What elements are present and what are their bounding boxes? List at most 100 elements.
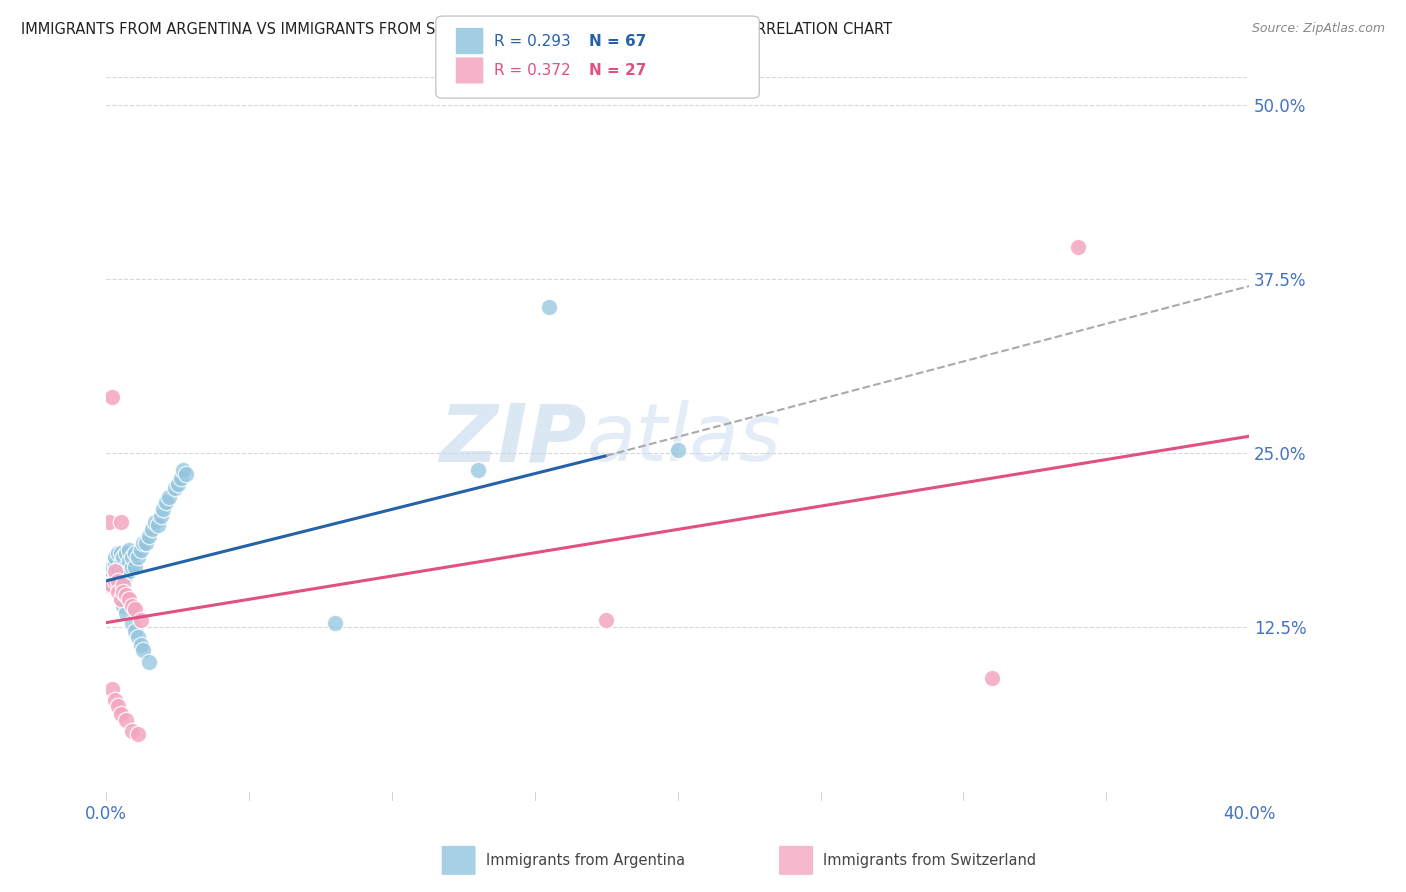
Point bbox=[323, 615, 346, 630]
Point bbox=[595, 613, 617, 627]
Point bbox=[110, 591, 132, 606]
Text: Immigrants from Switzerland: Immigrants from Switzerland bbox=[823, 853, 1036, 868]
Point bbox=[124, 624, 146, 638]
Point bbox=[129, 638, 152, 652]
Text: R = 0.293: R = 0.293 bbox=[494, 34, 571, 48]
Point bbox=[121, 599, 143, 613]
Point bbox=[166, 476, 188, 491]
Point bbox=[138, 529, 160, 543]
Point bbox=[110, 558, 132, 572]
Point bbox=[143, 516, 166, 530]
Point bbox=[115, 560, 138, 574]
Point bbox=[110, 591, 132, 606]
Point bbox=[104, 564, 127, 578]
Point bbox=[152, 501, 174, 516]
Text: N = 67: N = 67 bbox=[589, 34, 647, 48]
Point bbox=[121, 560, 143, 574]
Point bbox=[107, 564, 129, 578]
Point bbox=[124, 560, 146, 574]
Point bbox=[118, 543, 141, 558]
Point bbox=[98, 564, 121, 578]
Point bbox=[104, 571, 127, 585]
Point bbox=[101, 560, 124, 574]
Point bbox=[538, 300, 561, 314]
Point bbox=[146, 518, 169, 533]
Point bbox=[104, 558, 127, 572]
Point bbox=[112, 564, 135, 578]
Text: atlas: atlas bbox=[586, 400, 780, 478]
Text: Source: ZipAtlas.com: Source: ZipAtlas.com bbox=[1251, 22, 1385, 36]
Point bbox=[127, 727, 149, 741]
Point bbox=[121, 615, 143, 630]
Point bbox=[112, 585, 135, 599]
Point bbox=[666, 443, 689, 458]
Point bbox=[124, 601, 146, 615]
Point bbox=[107, 585, 129, 599]
Point bbox=[101, 568, 124, 582]
Text: ZIP: ZIP bbox=[439, 400, 586, 478]
Point bbox=[115, 606, 138, 620]
Point bbox=[104, 550, 127, 565]
Point bbox=[110, 546, 132, 560]
Point bbox=[101, 564, 124, 578]
Point bbox=[101, 682, 124, 697]
Point bbox=[127, 550, 149, 565]
Point bbox=[172, 462, 194, 476]
Point bbox=[107, 574, 129, 588]
Text: IMMIGRANTS FROM ARGENTINA VS IMMIGRANTS FROM SWITZERLAND DIVORCED OR SEPARATED C: IMMIGRANTS FROM ARGENTINA VS IMMIGRANTS … bbox=[21, 22, 893, 37]
Point bbox=[174, 467, 197, 481]
Point bbox=[115, 588, 138, 602]
Point bbox=[467, 462, 489, 476]
Point bbox=[101, 574, 124, 588]
Point bbox=[112, 550, 135, 565]
Point bbox=[1067, 240, 1090, 254]
Point bbox=[127, 630, 149, 644]
Point bbox=[169, 471, 191, 485]
Point bbox=[104, 578, 127, 592]
Point bbox=[118, 591, 141, 606]
Point bbox=[135, 536, 157, 550]
Point bbox=[110, 707, 132, 722]
Point bbox=[107, 568, 129, 582]
Point bbox=[107, 546, 129, 560]
Point bbox=[115, 546, 138, 560]
Point bbox=[149, 508, 172, 523]
Point bbox=[104, 560, 127, 574]
Point bbox=[981, 671, 1004, 685]
Point bbox=[98, 571, 121, 585]
Text: R = 0.372: R = 0.372 bbox=[494, 63, 569, 78]
Point bbox=[112, 599, 135, 613]
Point bbox=[115, 713, 138, 727]
Point bbox=[107, 578, 129, 592]
Point bbox=[155, 494, 177, 508]
Point bbox=[121, 724, 143, 739]
Point bbox=[98, 516, 121, 530]
Point bbox=[104, 574, 127, 588]
Point bbox=[157, 491, 180, 505]
Point bbox=[110, 516, 132, 530]
Point bbox=[141, 523, 163, 537]
Point bbox=[132, 643, 155, 657]
Point bbox=[118, 564, 141, 578]
Point bbox=[129, 543, 152, 558]
Point bbox=[110, 574, 132, 588]
Text: N = 27: N = 27 bbox=[589, 63, 647, 78]
Point bbox=[121, 550, 143, 565]
Point bbox=[115, 568, 138, 582]
Point bbox=[129, 613, 152, 627]
Point bbox=[98, 578, 121, 592]
Point bbox=[124, 546, 146, 560]
Point bbox=[104, 564, 127, 578]
Point bbox=[112, 571, 135, 585]
Point bbox=[118, 554, 141, 568]
Point bbox=[163, 481, 186, 495]
Text: Immigrants from Argentina: Immigrants from Argentina bbox=[485, 853, 685, 868]
Point bbox=[98, 578, 121, 592]
Point bbox=[101, 578, 124, 592]
Point bbox=[107, 699, 129, 714]
Point bbox=[107, 574, 129, 588]
Point bbox=[138, 655, 160, 669]
Point bbox=[112, 578, 135, 592]
Point bbox=[104, 693, 127, 707]
Point bbox=[110, 568, 132, 582]
